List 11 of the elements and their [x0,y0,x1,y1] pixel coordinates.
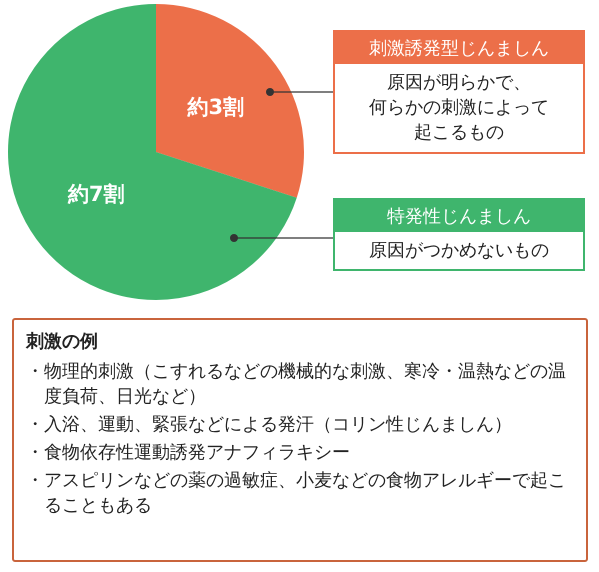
text: ・アスピリンなどの薬の過敏症、小麦などの食物アレルギーで起こることもある [26,469,567,518]
text: ・物理的刺激（こすれるなどの機械的な刺激、寒冷・温熱などの温度負荷、日光など） [26,360,567,409]
slice-label: 刺激誘発型じんましん [335,32,583,64]
data-label: 約3割 [186,94,244,119]
text: 原因が明らかで、何らかの刺激によって起こるもの [368,71,550,146]
text: 刺激の例 [26,330,99,354]
data-label: 約7割 [66,182,124,206]
text: ・入浴、運動、緊張などによる発汗（コリン性じんましん） [26,412,513,437]
slice-label: 特発性じんましん [335,200,583,232]
text: ・食物依存性運動誘発アナフィラキシー [26,441,351,466]
text: 原因がつかめないもの [368,239,550,263]
